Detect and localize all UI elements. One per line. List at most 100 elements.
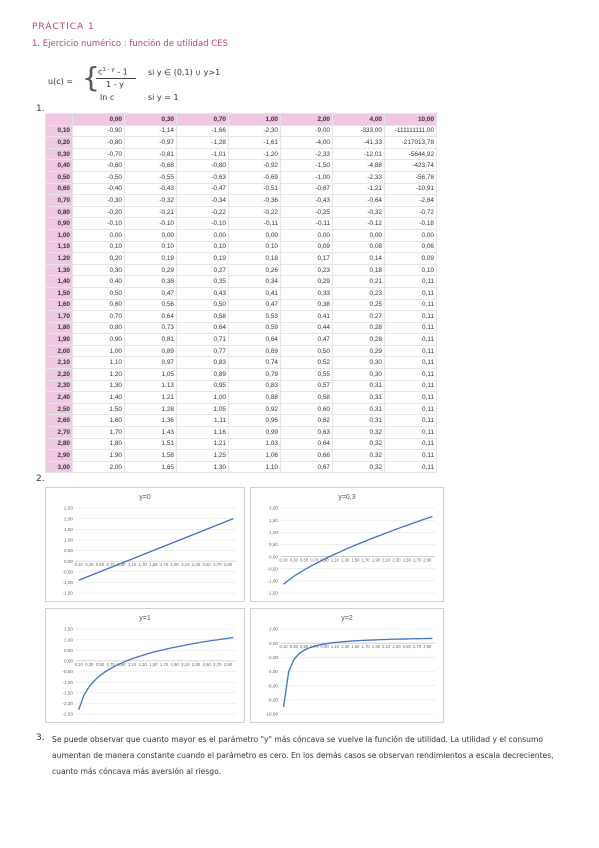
cell: 0,41 — [280, 310, 333, 323]
cell: 0,58 — [176, 310, 229, 323]
cell: 1,21 — [124, 391, 177, 404]
numerator: c1 - y - 1 — [98, 67, 128, 77]
cell: 0,50 — [176, 298, 229, 312]
table-row: 0,40 -0,60 -0,68 -0,80 -0,92 -1,50 -4,88 -423,7… — [45, 159, 437, 172]
cell: 0,11 — [384, 275, 437, 288]
row-header: 1,50 — [45, 286, 73, 300]
table-row: 2,40 1,40 1,21 1,00 0,88 0,58 0,31 0,11 — [45, 391, 437, 404]
cell: 0,11 — [384, 298, 437, 312]
x-tick-label: 1,10 — [128, 662, 137, 667]
cell: 0,23 — [332, 286, 385, 300]
cell: 1,13 — [124, 379, 177, 393]
cell: -2,64 — [384, 194, 437, 207]
table-row: 1,20 0,20 0,19 0,19 0,18 0,17 0,14 0,09 — [45, 252, 437, 265]
x-tick-label: 1,50 — [351, 558, 360, 563]
cell: -333,00 — [332, 124, 385, 138]
subtitle: 1. Ejercicio numérico : función de utili… — [32, 39, 228, 49]
formula: u(c) = { c1 - y - 1 1 - y si y ∈ (0,1) ∪… — [48, 62, 298, 106]
cell: 1,30 — [176, 460, 229, 474]
cell: 0,64 — [228, 333, 281, 346]
cell: -0,43 — [280, 194, 333, 207]
x-tick-label: 2,70 — [213, 562, 222, 567]
chart: y=1 1,50 1,00 0,50 0,00 -0,50 -1,00 -1,50 -2,00 -… — [45, 608, 245, 723]
cell: 0,60 — [280, 402, 333, 416]
cell: 1,60 — [72, 414, 125, 428]
table-row: 2,50 1,50 1,28 1,05 0,92 0,60 0,31 0,11 — [45, 402, 437, 416]
x-tick-label: 2,50 — [203, 662, 212, 667]
cell: 0,00 — [228, 228, 281, 242]
y-tick-label: 1,50 — [64, 627, 73, 632]
table-row: 2,30 1,30 1,13 0,95 0,83 0,57 0,31 0,11 — [45, 379, 437, 393]
x-tick-label: 1,30 — [139, 562, 148, 567]
cell: -9,00 — [280, 124, 333, 138]
x-tick-label: 0,70 — [310, 558, 319, 563]
line-series — [283, 515, 433, 585]
cell: -0,68 — [124, 159, 177, 172]
cell: -0,72 — [384, 205, 437, 219]
cell: 0,00 — [72, 228, 125, 242]
y-tick-label: -2,50 — [63, 712, 74, 717]
cell: 1,00 — [176, 391, 229, 404]
cell: 1,00 — [72, 344, 125, 358]
cell: 0,80 — [72, 321, 125, 335]
case2-expr: ln c — [100, 93, 115, 102]
x-tick-label: 2,90 — [423, 558, 432, 563]
cell: -2,33 — [332, 170, 385, 184]
y-tick-label: -2,00 — [63, 701, 74, 706]
cell: 0,44 — [280, 321, 333, 335]
cell: -0,32 — [332, 205, 385, 219]
x-tick-label: 0,90 — [117, 662, 126, 667]
table-row: 0,30 -0,70 -0,81 -1,01 -1,20 -2,33 -12,01 -5644… — [45, 147, 437, 161]
row-header: 2,30 — [45, 379, 73, 393]
cell: -0,47 — [176, 182, 229, 196]
cell: -2,30 — [228, 124, 281, 138]
cell: 0,19 — [124, 252, 177, 265]
cell: -0,36 — [228, 194, 281, 207]
cell: -41,33 — [332, 136, 385, 149]
cell: -0,21 — [124, 205, 177, 219]
minus: - 1 — [117, 67, 128, 77]
row-header: 0,30 — [45, 147, 73, 161]
row-header: 1,00 — [45, 228, 73, 242]
column-header: 0,30 — [124, 113, 177, 126]
cell: -12,01 — [332, 147, 385, 161]
cell: -217013,78 — [384, 136, 437, 149]
row-header: 0,90 — [45, 217, 73, 230]
cell: 1,30 — [72, 379, 125, 393]
row-header: 0,10 — [45, 124, 73, 138]
table-row: 2,90 1,90 1,58 1,25 1,06 0,66 0,32 0,11 — [45, 449, 437, 462]
x-tick-label: 0,50 — [300, 644, 309, 649]
x-tick-label: 2,50 — [203, 562, 212, 567]
cell: 1,70 — [72, 426, 125, 439]
cell: 0,67 — [280, 460, 333, 474]
cell: -0,67 — [280, 182, 333, 196]
y-tick-label: 0,00 — [64, 659, 73, 664]
cell: 0,31 — [332, 391, 385, 404]
row-header: 1,70 — [45, 310, 73, 323]
cell: 0,50 — [280, 344, 333, 358]
y-tick-label: 0,00 — [64, 559, 73, 564]
cell: -1,50 — [280, 159, 333, 172]
x-tick-label: 2,90 — [224, 662, 233, 667]
cell: -10,91 — [384, 182, 437, 196]
cell: 0,77 — [176, 344, 229, 358]
x-tick-label: 2,10 — [181, 662, 190, 667]
cell: 0,73 — [124, 321, 177, 335]
x-tick-label: 0,50 — [300, 558, 309, 563]
cell: 0,50 — [72, 286, 125, 300]
y-tick-label: 1,50 — [269, 518, 278, 523]
y-tick-label: 0,50 — [64, 548, 73, 553]
row-header: 1,10 — [45, 240, 73, 254]
chart: y=0,3 2,00 1,50 1,00 0,50 0,00 -0,50 -1,00 -1,50… — [250, 487, 444, 602]
cell: 0,10 — [176, 240, 229, 254]
x-tick-label: 1,90 — [171, 662, 180, 667]
row-header: 0,50 — [45, 170, 73, 184]
cell: 1,36 — [124, 414, 177, 428]
cell: -1,28 — [176, 136, 229, 149]
cell: 0,10 — [384, 263, 437, 277]
cell: 1,03 — [228, 437, 281, 451]
cell: 0,90 — [72, 333, 125, 346]
cell: 0,43 — [176, 286, 229, 300]
cell: 0,27 — [332, 310, 385, 323]
cell: 0,18 — [332, 263, 385, 277]
